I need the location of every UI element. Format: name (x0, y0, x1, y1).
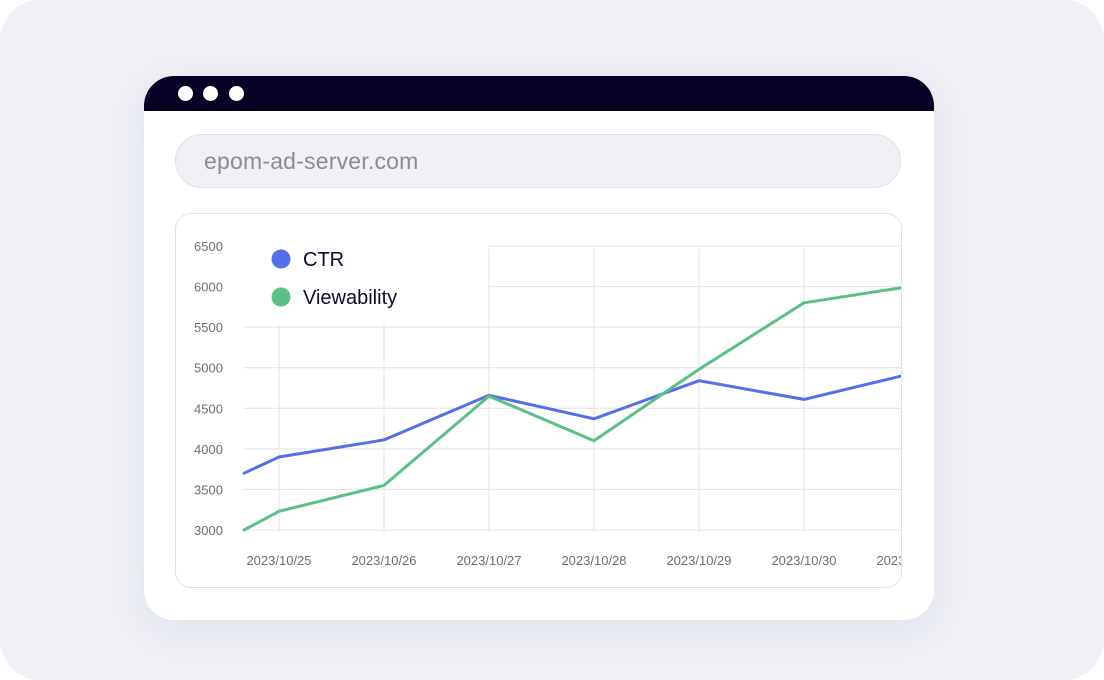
legend-label-viewability: Viewability (303, 287, 397, 309)
y-tick-label: 6500 (194, 239, 223, 254)
address-bar[interactable]: epom-ad-server.com (175, 134, 901, 188)
browser-window: epom-ad-server.com 6500 6000 5500 5000 4500 4… (144, 76, 934, 620)
y-tick-label: 5000 (194, 361, 223, 376)
window-titlebar (144, 76, 934, 111)
chart-card: 6500 6000 5500 5000 4500 4000 3500 3000 2023/10/… (175, 213, 902, 588)
legend-marker-ctr (271, 249, 291, 269)
y-tick-label: 4500 (194, 401, 223, 416)
window-dot-1[interactable] (178, 86, 193, 101)
line-chart: 6500 6000 5500 5000 4500 4000 3500 3000 2023/10/… (194, 239, 902, 568)
y-tick-label: 3000 (194, 523, 223, 538)
x-tick-label: 2023/10/25 (246, 553, 311, 568)
x-tick-label: 2023/10/29 (666, 553, 731, 568)
series-line-viewability (242, 286, 901, 532)
window-dot-2[interactable] (203, 86, 218, 101)
window-dot-3[interactable] (229, 86, 244, 101)
x-tick-label: 2023/10/27 (456, 553, 521, 568)
x-tick-label: 2023/10/30 (771, 553, 836, 568)
x-tick-label: 2023/10/28 (561, 553, 626, 568)
y-tick-label: 3500 (194, 482, 223, 497)
y-tick-label: 5500 (194, 320, 223, 335)
legend-marker-viewability (271, 287, 291, 307)
address-text: epom-ad-server.com (204, 148, 419, 174)
x-tick-label: 2023/10/31 (876, 553, 902, 568)
series-line-ctr (242, 374, 901, 475)
y-tick-label: 4000 (194, 442, 223, 457)
x-tick-label: 2023/10/26 (351, 553, 416, 568)
legend-label-ctr: CTR (303, 249, 344, 271)
y-tick-label: 6000 (194, 280, 223, 295)
